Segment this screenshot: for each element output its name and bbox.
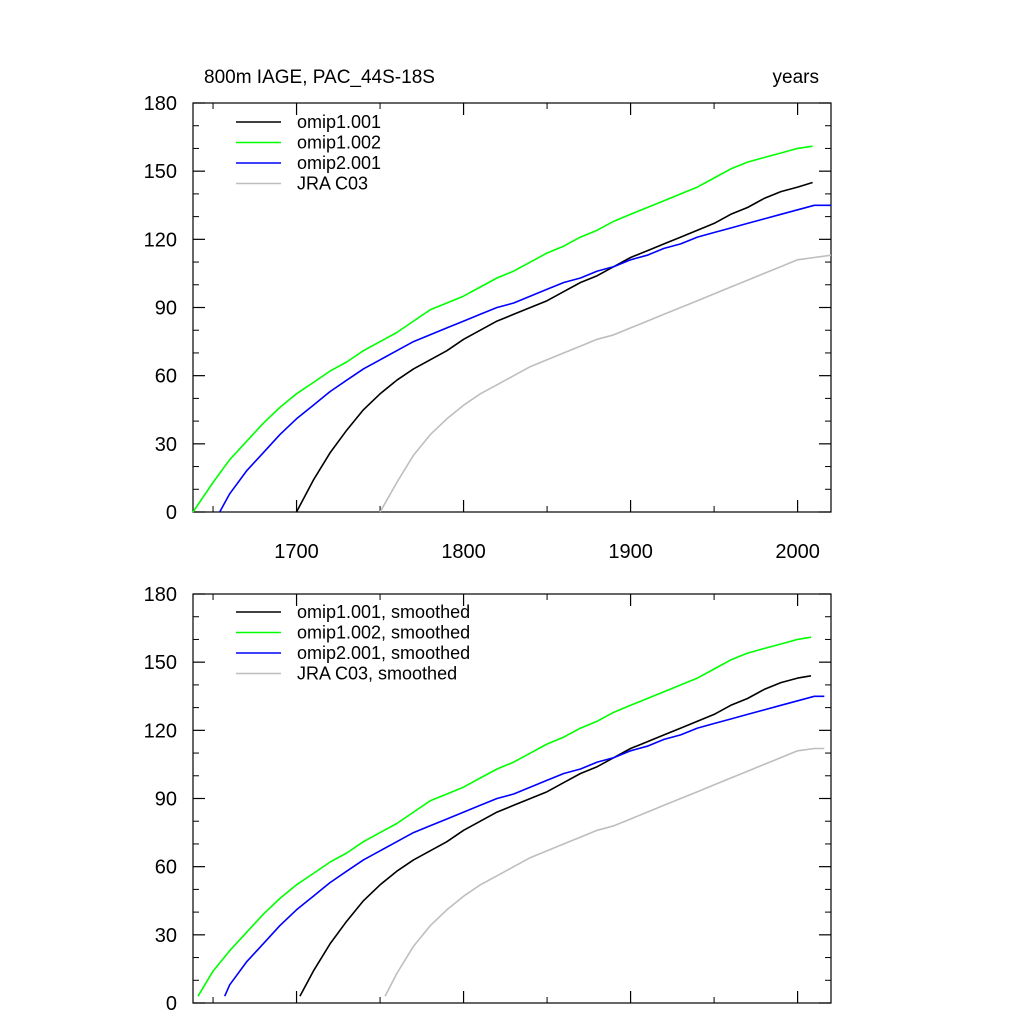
x-tick-label: 1900 xyxy=(608,541,653,563)
y-tick-label: 0 xyxy=(166,502,177,524)
y-tick-label: 30 xyxy=(155,925,177,947)
x-tick-label: 1700 xyxy=(274,541,319,563)
legend-label: omip1.002 xyxy=(297,133,381,153)
series-line xyxy=(295,181,813,513)
y-tick-label: 90 xyxy=(155,789,177,811)
plot-frame xyxy=(192,102,832,513)
legend-label: JRA C03 xyxy=(297,174,368,194)
plot-frame xyxy=(192,593,832,1004)
x-tick-label: 2000 xyxy=(775,541,820,563)
y-tick-label: 180 xyxy=(144,93,177,115)
legend-label: JRA C03, smoothed xyxy=(297,664,457,684)
y-tick-label: 120 xyxy=(144,229,177,251)
series-line xyxy=(384,747,825,997)
y-tick-label: 0 xyxy=(166,993,177,1015)
legend-label: omip1.002, smoothed xyxy=(297,623,470,643)
series-line xyxy=(218,204,831,513)
y-tick-label: 30 xyxy=(155,434,177,456)
x-tick-label: 1800 xyxy=(441,541,486,563)
series-line xyxy=(197,636,812,997)
chart-title: 800m IAGE, PAC_44S-18S xyxy=(204,67,435,88)
series-line xyxy=(223,695,825,997)
y-tick-label: 90 xyxy=(155,298,177,320)
y-tick-label: 150 xyxy=(144,652,177,674)
y-tick-label: 120 xyxy=(144,720,177,742)
units-label: years xyxy=(773,67,819,88)
bottom-panel: 0 30 60 90 120 150 180 omip1.001, smoothedomip1… xyxy=(144,584,832,1015)
legend-label: omip2.001 xyxy=(297,153,381,173)
y-tick-label: 60 xyxy=(155,857,177,879)
legend-label: omip2.001, smoothed xyxy=(297,643,470,663)
series-line xyxy=(192,145,813,513)
top-panel: 0 30 60 90 120 150 180 1700 1800 1900 2000 omip1.00… xyxy=(144,93,832,563)
legend-label: omip1.001, smoothed xyxy=(297,602,470,622)
y-tick-label: 180 xyxy=(144,584,177,606)
series-line xyxy=(299,675,812,997)
y-tick-label: 60 xyxy=(155,366,177,388)
series-line xyxy=(379,254,832,513)
y-tick-label: 150 xyxy=(144,161,177,183)
legend-label: omip1.001 xyxy=(297,112,381,132)
